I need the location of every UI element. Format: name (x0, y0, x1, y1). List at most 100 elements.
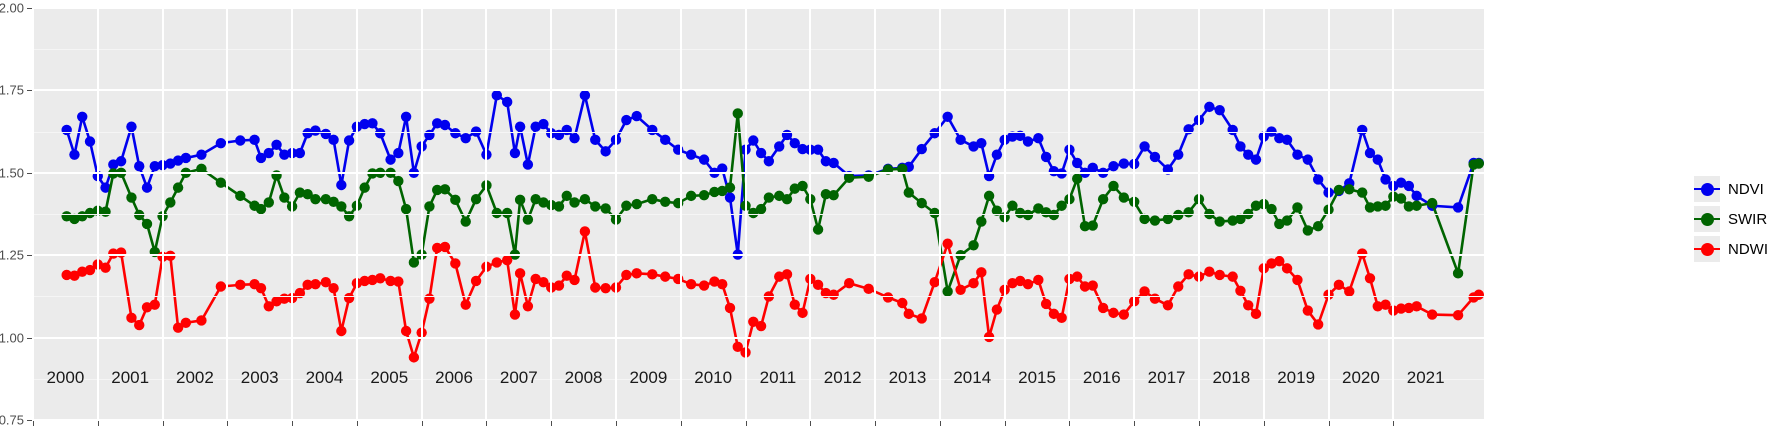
data-point (916, 197, 927, 209)
gridline-vertical (161, 8, 164, 420)
data-point (660, 134, 671, 146)
data-point (1364, 147, 1376, 159)
x-axis-tick-label: 2021 (1406, 368, 1445, 387)
data-point (812, 224, 824, 235)
legend-point-icon (1693, 212, 1720, 226)
data-point (1250, 200, 1262, 211)
legend-item-ndwi: NDWI (1693, 236, 1768, 262)
data-point (530, 273, 541, 285)
data-point (991, 149, 1003, 160)
data-point (279, 149, 290, 160)
data-point (820, 189, 832, 200)
data-point (328, 134, 339, 146)
data-point (235, 190, 246, 202)
data-point (789, 137, 800, 149)
x-axis-tick-label: 2001 (111, 368, 150, 387)
data-point (432, 242, 443, 254)
data-point (450, 194, 461, 206)
gridline-vertical (614, 8, 617, 420)
data-point (1380, 174, 1391, 185)
data-point (1380, 200, 1391, 211)
data-point (1344, 286, 1355, 297)
data-point (1372, 201, 1383, 212)
data-point (149, 299, 160, 310)
data-point (797, 143, 808, 155)
data-point (1015, 207, 1026, 219)
legend-item-label: NDWI (1728, 240, 1768, 258)
data-point (916, 313, 927, 324)
data-point (1033, 274, 1044, 286)
data-point (1281, 263, 1293, 274)
x-axis-tick-mark (486, 421, 488, 426)
data-point (172, 322, 184, 333)
data-point (69, 149, 80, 160)
gridline-vertical (32, 8, 34, 420)
data-point (367, 274, 378, 286)
gridline-horizontal-minor (33, 49, 1484, 51)
data-point (141, 182, 153, 193)
data-point (955, 134, 966, 146)
legend-item-ndvi: NDVI (1693, 176, 1768, 202)
data-point (1357, 187, 1368, 198)
data-point (255, 152, 267, 164)
data-point (400, 203, 412, 215)
data-point (255, 282, 267, 294)
data-point (590, 282, 601, 293)
x-axis-tick-label: 2005 (370, 368, 409, 387)
x-axis-tick-mark (939, 421, 941, 426)
legend-point-icon (1693, 242, 1720, 256)
data-point (263, 197, 274, 208)
data-point (1139, 141, 1150, 152)
data-point (561, 270, 572, 281)
data-point (1250, 308, 1262, 320)
x-axis-tick-label: 2020 (1342, 368, 1380, 387)
data-point (77, 111, 88, 122)
data-point (748, 135, 759, 146)
data-point (432, 118, 443, 129)
data-point (1015, 275, 1026, 287)
data-point (672, 144, 684, 155)
data-point (1097, 302, 1109, 314)
data-point (828, 289, 839, 300)
data-point (343, 135, 355, 146)
data-point (983, 190, 995, 202)
data-point (1040, 151, 1052, 163)
data-point (310, 193, 321, 205)
x-axis-tick-mark (33, 421, 34, 426)
x-axis-tick-mark (680, 421, 682, 426)
gridline-horizontal-minor (33, 214, 1484, 215)
data-point (1302, 154, 1314, 165)
data-point (108, 159, 119, 170)
data-point (1149, 215, 1161, 226)
gridline-vertical (1262, 8, 1265, 420)
data-point (763, 156, 775, 167)
gridline-vertical (420, 8, 423, 420)
y-axis-tick-mark (27, 90, 32, 92)
data-point (976, 216, 987, 227)
data-point (1312, 174, 1324, 185)
x-axis-tick-mark (1004, 421, 1006, 426)
gridline-horizontal-minor (33, 131, 1484, 133)
y-axis-tick-label: 1.50 (0, 165, 24, 181)
data-point (1149, 151, 1161, 163)
data-point (1333, 184, 1345, 196)
data-point (320, 128, 331, 140)
data-point (1072, 157, 1083, 169)
data-point (328, 282, 339, 294)
data-point (1214, 104, 1225, 116)
data-point (590, 201, 601, 212)
data-point (698, 190, 710, 201)
data-point (698, 280, 710, 291)
data-point (755, 320, 767, 332)
data-point (1243, 300, 1254, 311)
y-axis-tick-mark (27, 255, 32, 257)
gridline-vertical (1003, 8, 1006, 420)
data-point (1227, 271, 1238, 282)
data-point (196, 149, 207, 160)
gridline-horizontal (33, 336, 1484, 339)
data-point (763, 192, 775, 203)
data-point (685, 149, 697, 160)
data-point (294, 287, 306, 299)
x-axis-tick-label: 2010 (694, 368, 733, 387)
data-point (828, 157, 839, 169)
